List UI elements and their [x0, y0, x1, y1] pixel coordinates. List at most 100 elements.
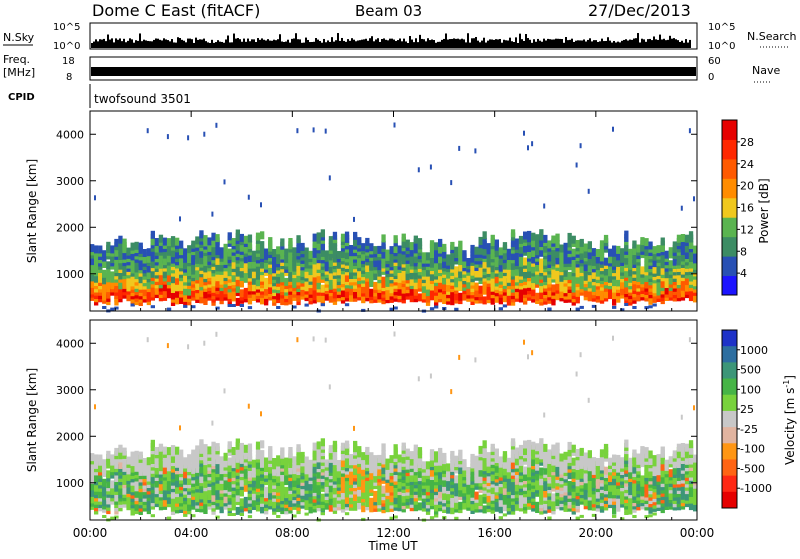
noise-bar: [649, 39, 651, 48]
velocity-cell: [147, 337, 149, 342]
noise-panel: N.Sky 10^5 10^0 10^5 10^0 N.Search: [3, 22, 797, 52]
power-cell: [357, 237, 361, 245]
noise-bar: [233, 34, 235, 48]
noise-bar: [381, 39, 383, 48]
power-colorbar-swatch: [722, 256, 737, 276]
power-cell: [102, 270, 106, 278]
power-cell: [539, 229, 543, 237]
noise-bar: [503, 40, 505, 48]
noise-bar: [475, 37, 477, 48]
noise-bar: [403, 39, 405, 48]
power-cell: [244, 288, 248, 296]
power-cell: [187, 135, 189, 140]
velocity-cell: [228, 458, 232, 466]
velocity-cell: [159, 444, 163, 452]
noise-bar: [463, 39, 465, 48]
noise-bar: [213, 43, 215, 48]
velocity-cell: [240, 443, 244, 451]
noise-bar: [235, 39, 237, 48]
noise-bar: [485, 43, 487, 48]
velocity-cell: [228, 513, 232, 516]
nave-label: Nave: [752, 64, 780, 77]
velocity-cell: [195, 445, 199, 453]
power-cell: [264, 278, 268, 286]
velocity-cell: [418, 376, 420, 381]
power-cell: [272, 249, 276, 257]
power-cell: [418, 238, 422, 246]
velocity-cell: [547, 517, 551, 520]
power-cell: [547, 240, 551, 248]
nsearch-tick-top: 10^5: [708, 22, 735, 33]
power-cell: [313, 127, 315, 132]
noise-bar: [361, 40, 363, 48]
velocity-cell: [183, 514, 187, 517]
noise-bar: [509, 38, 511, 48]
noise-bar: [179, 38, 181, 48]
power-cell: [167, 134, 169, 139]
noise-bar: [351, 38, 353, 48]
noise-bar: [123, 39, 125, 48]
noise-bar: [529, 40, 531, 48]
noise-bar: [203, 39, 205, 48]
velocity-cell: [499, 456, 503, 464]
noise-bar: [227, 36, 229, 48]
power-cell: [131, 304, 135, 307]
velocity-cell: [458, 450, 462, 458]
velocity-cell: [523, 441, 527, 449]
power-cell: [402, 234, 406, 242]
power-cell: [171, 236, 175, 244]
noise-bar: [265, 41, 267, 48]
noise-bar: [423, 39, 425, 48]
power-cell: [653, 304, 657, 307]
power-cell: [102, 250, 106, 258]
velocity-cell: [106, 470, 110, 478]
power-cell: [292, 247, 296, 255]
power-cell: [215, 234, 219, 242]
power-cell: [321, 229, 325, 237]
power-colorbar-swatch: [722, 237, 737, 257]
velocity-cell: [232, 447, 236, 455]
power-cell: [487, 243, 491, 251]
velocity-cell: [628, 458, 632, 466]
noise-bar: [519, 34, 521, 48]
velocity-cell: [272, 458, 276, 466]
noise-bar: [659, 35, 661, 48]
power-cell: [572, 236, 576, 244]
velocity-cell: [337, 460, 341, 468]
noise-bar: [679, 42, 681, 48]
velocity-cell: [309, 460, 313, 468]
noise-bar: [151, 41, 153, 48]
power-cell: [224, 179, 226, 184]
velocity-cell: [588, 450, 592, 458]
noise-bar: [621, 41, 623, 48]
power-cell: [232, 238, 236, 246]
power-cell: [199, 230, 203, 238]
velocity-cell: [268, 446, 272, 454]
noise-bar: [469, 43, 471, 48]
noise-bar: [497, 39, 499, 48]
noise-bar: [579, 40, 581, 48]
noise-bar: [267, 39, 269, 48]
noise-bar: [599, 41, 601, 48]
power-cell: [580, 239, 584, 247]
velocity-cell: [167, 517, 171, 520]
power-cell: [669, 260, 673, 268]
velocity-cell: [507, 458, 511, 466]
noise-bar: [665, 40, 667, 48]
velocity-cell: [543, 444, 547, 452]
noise-bar: [555, 39, 557, 48]
velocity-cell: [260, 440, 264, 448]
noise-bar: [393, 40, 395, 48]
noise-bar: [595, 40, 597, 48]
power-cell: [653, 246, 657, 254]
power-cell: [576, 163, 578, 168]
noise-bar: [159, 40, 161, 48]
power-cell: [191, 305, 195, 308]
beam-label: Beam 03: [355, 2, 422, 20]
power-cell: [568, 233, 572, 241]
power-cell: [458, 146, 460, 151]
velocity-cell: [470, 454, 474, 462]
power-cell: [474, 283, 478, 291]
noise-bar: [491, 39, 493, 48]
velocity-cell: [187, 454, 191, 462]
